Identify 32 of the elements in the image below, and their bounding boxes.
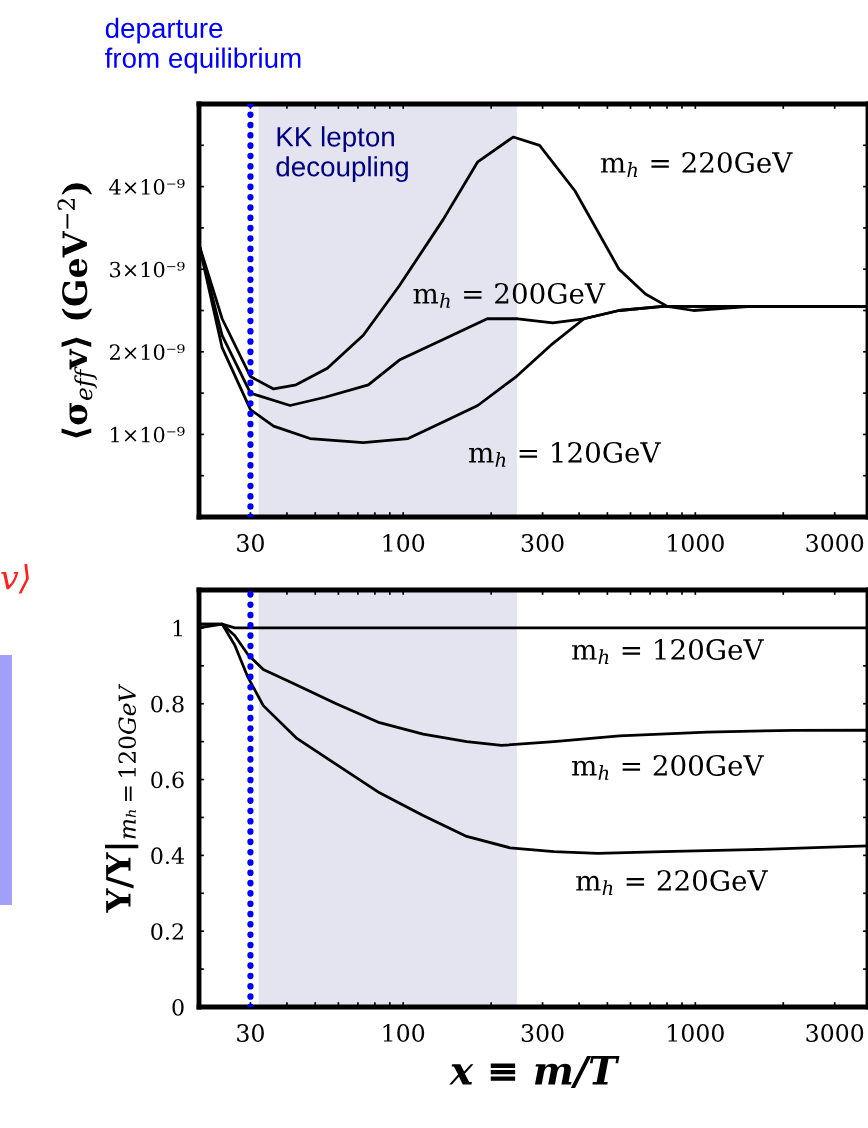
y-axis-title: ⟨σ$_{eff}$v⟩ (GeV$^{−2}$)	[57, 183, 97, 438]
y-tick-label: 4×10⁻⁹	[109, 179, 185, 195]
x-axis-title: x ≡ m/T	[449, 1056, 620, 1089]
y-tick-label: 2×10⁻⁹	[109, 344, 185, 361]
y-tick-label: 3×10⁻⁹	[110, 261, 185, 278]
series-label: m$_{h}$ = 220GeV	[600, 151, 793, 177]
series-label: m$_{h}$ = 120GeV	[572, 638, 764, 664]
x-tick-label: 300	[521, 534, 564, 552]
ref-line-label: departure from equilibrium	[105, 17, 301, 74]
x-tick-label: 3000	[806, 1024, 864, 1042]
x-tick-label: 300	[521, 1024, 564, 1042]
x-tick-label: 30	[237, 1024, 264, 1042]
y-tick-label: 0.8	[151, 695, 184, 713]
text: v⟩	[1, 563, 29, 594]
y-axis-title: Y/Y|$_{mₕ=120GeV}$	[104, 683, 139, 913]
band-label: KK lepton decoupling	[276, 126, 408, 183]
y-tick-label: 1×10⁻⁹	[111, 426, 185, 443]
y-tick-label: 0.6	[151, 771, 184, 789]
y-tick-label: 0	[172, 998, 184, 1016]
x-tick-label: 1000	[668, 1024, 724, 1042]
x-tick-label: 100	[383, 1024, 425, 1042]
x-tick-label: 100	[383, 534, 425, 552]
y-tick-label: 0.4	[151, 847, 184, 865]
x-tick-label: 1000	[668, 534, 724, 552]
y-tick-label: 1	[173, 619, 182, 637]
x-tick-label: 3000	[806, 534, 864, 552]
series-label: m$_{h}$ = 200GeV	[413, 282, 606, 308]
series-label: m$_{h}$ = 120GeV	[469, 441, 661, 467]
y-tick-label: 0.2	[151, 923, 183, 940]
series-label: m$_{h}$ = 200GeV	[572, 754, 764, 780]
x-tick-label: 30	[237, 534, 264, 552]
series-label: m$_{h}$ = 220GeV	[576, 869, 768, 895]
